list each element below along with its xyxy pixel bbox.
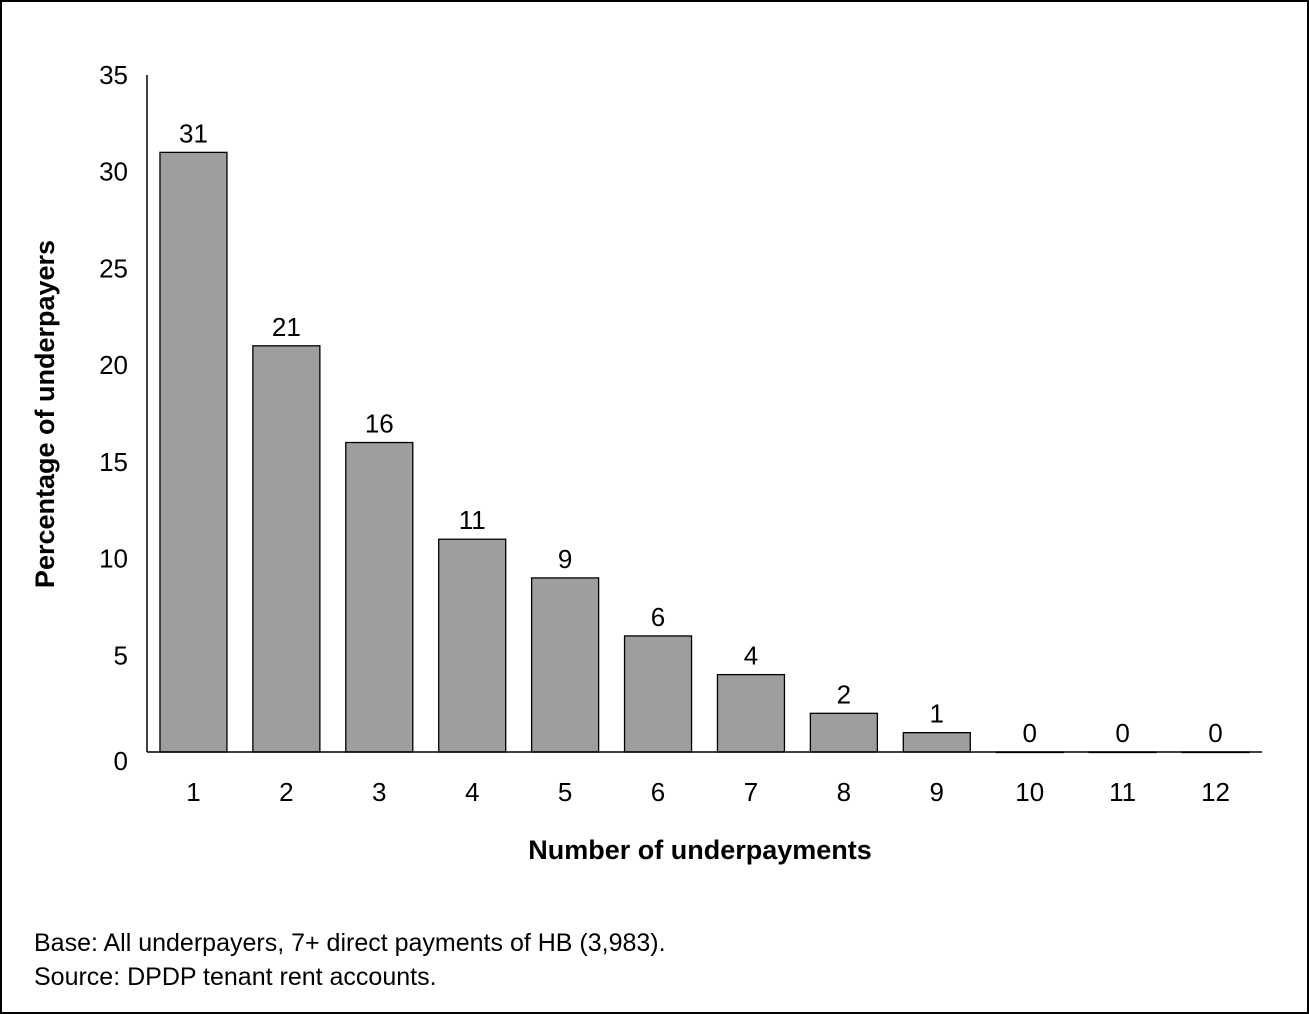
y-tick-label: 0	[114, 746, 128, 776]
x-tick-label: 1	[186, 777, 200, 807]
footnote-base: Base: All underpayers, 7+ direct payment…	[34, 929, 666, 957]
bar	[902, 732, 971, 753]
bar	[716, 673, 786, 753]
bar	[159, 151, 228, 753]
bar-value-label: 9	[558, 544, 572, 574]
bar-value-label: 11	[459, 505, 486, 535]
bar	[345, 441, 414, 753]
x-tick-label: 7	[744, 777, 758, 807]
bar	[252, 345, 321, 753]
bar-value-label: 0	[1208, 718, 1222, 748]
bar-value-label: 4	[744, 641, 758, 671]
bar-value-label: 2	[837, 679, 851, 709]
x-tick-label: 9	[930, 777, 944, 807]
x-tick-label: 2	[279, 777, 293, 807]
bar-value-label: 1	[930, 699, 944, 729]
x-tick-label: 8	[837, 777, 851, 807]
bar	[530, 577, 600, 753]
bar	[623, 635, 693, 753]
y-axis-title: Percentage of underpayers	[30, 240, 60, 588]
x-tick-label: 3	[372, 777, 386, 807]
y-axis-ticks: 0 5 10 15 20 25 30 35	[99, 60, 128, 776]
bar-value-label: 0	[1022, 718, 1036, 748]
footnote-source: Source: DPDP tenant rent accounts.	[34, 963, 437, 991]
x-tick-label: 10	[1015, 777, 1044, 807]
x-tick-label: 4	[465, 777, 479, 807]
x-tick-label: 5	[558, 777, 572, 807]
bar-value-label: 6	[651, 602, 665, 632]
y-tick-label: 25	[99, 253, 128, 283]
y-tick-label: 10	[99, 544, 128, 574]
y-tick-label: 20	[99, 350, 128, 380]
y-tick-label: 15	[99, 447, 128, 477]
bar-value-label: 16	[365, 409, 394, 439]
bar-value-label: 31	[179, 118, 208, 148]
y-tick-label: 5	[114, 640, 128, 670]
bar-value-label: 21	[272, 312, 301, 342]
x-axis-ticks: 1 2 3 4 5 6 7 8 9 10 11 12	[186, 777, 1230, 807]
bar	[809, 712, 879, 753]
bar	[438, 538, 507, 753]
x-tick-label: 11	[1109, 777, 1136, 807]
bar-value-label: 0	[1115, 718, 1129, 748]
bars	[159, 151, 1250, 754]
y-tick-label: 30	[99, 157, 128, 187]
x-tick-label: 6	[651, 777, 665, 807]
x-axis-title: Number of underpayments	[528, 835, 872, 865]
y-tick-label: 35	[99, 60, 128, 90]
x-tick-label: 12	[1201, 777, 1230, 807]
